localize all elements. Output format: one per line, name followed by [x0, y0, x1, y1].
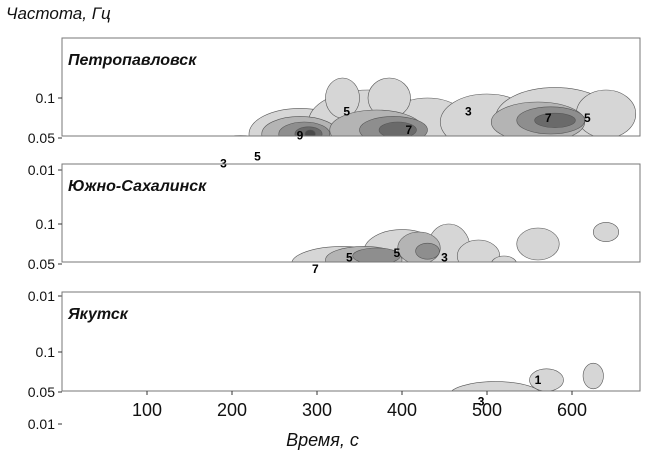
contour-label: 5: [254, 149, 261, 163]
contour-region: [516, 227, 560, 261]
contour-region: [491, 255, 517, 262]
panel-3: 0.01 0.05 0.1 Якутск 1 3: [28, 291, 641, 432]
x-tick-label: 300: [302, 400, 332, 420]
y-tick-label: 0.01: [28, 416, 55, 432]
contour-region: [456, 239, 501, 262]
y-tick-label: 0.1: [36, 216, 56, 232]
contour-label: 3: [478, 395, 485, 409]
contour-label: 5: [394, 246, 401, 260]
contour-region: [249, 266, 334, 287]
x-axis-title: Время, с: [286, 430, 359, 450]
y-axis-title: Частота, Гц: [6, 4, 111, 23]
contour-region: [304, 129, 316, 136]
plot-frame: [61, 37, 641, 137]
x-tick-label: 100: [132, 400, 162, 420]
contour-fill: [451, 362, 604, 391]
contour-label: 9: [297, 129, 304, 143]
contour-label: 5: [584, 111, 591, 125]
contour-label: 3: [465, 105, 472, 119]
contour-region: [592, 222, 620, 242]
y-tick-label: 0.1: [36, 344, 56, 360]
contour-region: [181, 148, 215, 167]
x-tick-label: 200: [217, 400, 247, 420]
contour-label: 7: [405, 123, 412, 137]
contour-label: 5: [343, 105, 350, 119]
x-tick-label: 500: [472, 400, 502, 420]
contour-region: [415, 242, 440, 260]
y-tick-label: 0.01: [28, 288, 55, 304]
contour-fill: [181, 77, 637, 167]
y-tick-label: 0.05: [28, 256, 55, 272]
contour-label: 5: [346, 251, 353, 265]
x-tick-label: 400: [387, 400, 417, 420]
x-axis: 100 200 300 400 500 600: [132, 391, 587, 420]
plot-frame: [61, 163, 641, 263]
y-tick-label: 0.01: [28, 162, 55, 178]
contour-fill: [249, 222, 620, 287]
contour-region: [221, 146, 269, 162]
contour-label: 3: [441, 251, 448, 265]
x-tick-label: 600: [557, 400, 587, 420]
y-tick-label: 0.1: [36, 90, 56, 106]
contour-region: [534, 112, 576, 128]
contour-region: [352, 247, 401, 262]
plot-frame: [61, 291, 641, 392]
contour-region: [529, 368, 564, 391]
station-title: Якутск: [67, 306, 129, 323]
contour-region: [582, 362, 604, 390]
contour-region: [230, 135, 251, 136]
contour-label: 1: [535, 373, 542, 387]
station-title: Петропавловск: [68, 52, 197, 69]
contour-label: 7: [545, 111, 552, 125]
y-tick-label: 0.05: [28, 384, 55, 400]
contour-region: [451, 381, 540, 391]
contour-label: 7: [312, 262, 319, 276]
station-title: Южно-Сахалинск: [68, 178, 207, 195]
contour-region: [378, 121, 417, 136]
y-tick-label: 0.05: [28, 130, 55, 146]
panel-2: 0.01 0.05 0.1 Южно-Сахалинск 7 5 5 3: [28, 163, 641, 304]
